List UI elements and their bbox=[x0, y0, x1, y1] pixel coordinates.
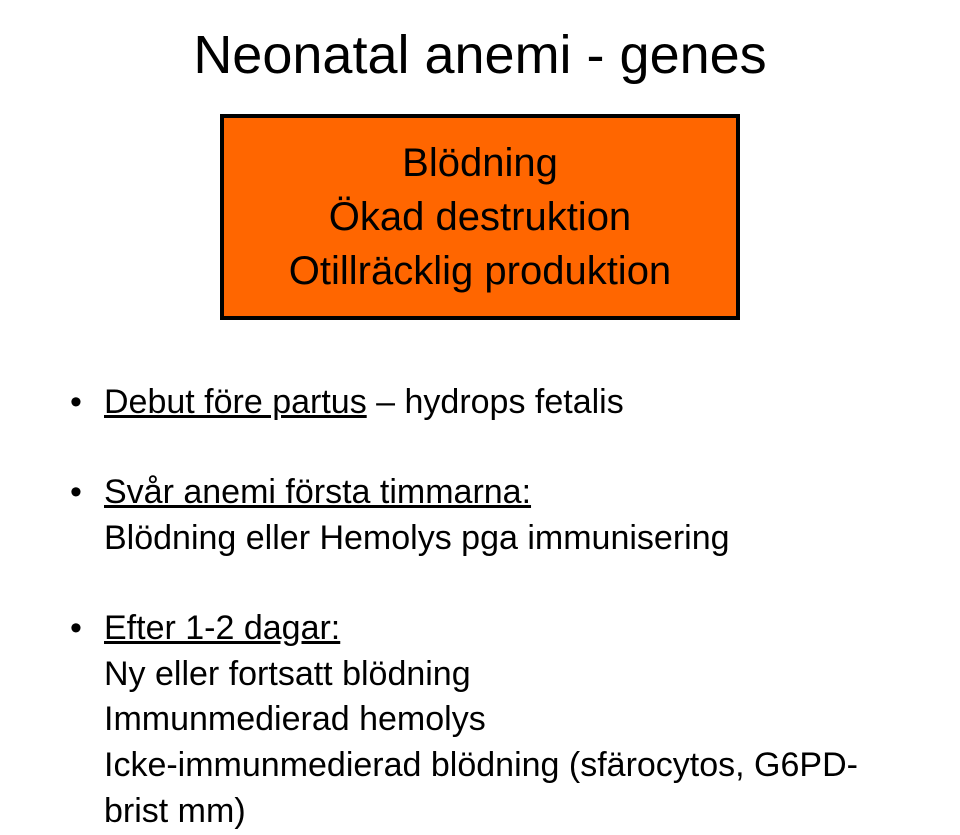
bullet-item: Debut före partus – hydrops fetalis bbox=[70, 380, 900, 426]
bullet-item: Svår anemi första timmarna: Blödning ell… bbox=[70, 470, 900, 562]
bullet-list: Debut före partus – hydrops fetalis Svår… bbox=[70, 380, 900, 835]
box-line: Blödning bbox=[244, 136, 716, 190]
box-line: Ökad destruktion bbox=[244, 190, 716, 244]
slide-title: Neonatal anemi - genes bbox=[60, 24, 900, 86]
sub-list: Blödning eller Hemolys pga immunisering bbox=[104, 516, 900, 562]
sub-item: Blödning eller Hemolys pga immunisering bbox=[104, 516, 900, 562]
bullet-lead-underlined: Debut före partus bbox=[104, 383, 367, 421]
box-line: Otillräcklig produktion bbox=[244, 244, 716, 298]
sub-item: Ny eller fortsatt blödning bbox=[104, 652, 900, 698]
slide: Neonatal anemi - genes Blödning Ökad des… bbox=[0, 0, 960, 800]
bullet-lead-underlined: Efter 1-2 dagar: bbox=[104, 609, 340, 647]
sub-list: Ny eller fortsatt blödning Immunmedierad… bbox=[104, 652, 900, 835]
sub-item: Icke-immunmedierad blödning (sfärocytos,… bbox=[104, 743, 900, 835]
bullet-item: Efter 1-2 dagar: Ny eller fortsatt blödn… bbox=[70, 606, 900, 835]
highlight-box: Blödning Ökad destruktion Otillräcklig p… bbox=[220, 114, 740, 320]
bullet-lead-rest: – hydrops fetalis bbox=[367, 383, 624, 421]
bullet-lead-underlined: Svår anemi första timmarna: bbox=[104, 473, 531, 511]
sub-item: Immunmedierad hemolys bbox=[104, 697, 900, 743]
